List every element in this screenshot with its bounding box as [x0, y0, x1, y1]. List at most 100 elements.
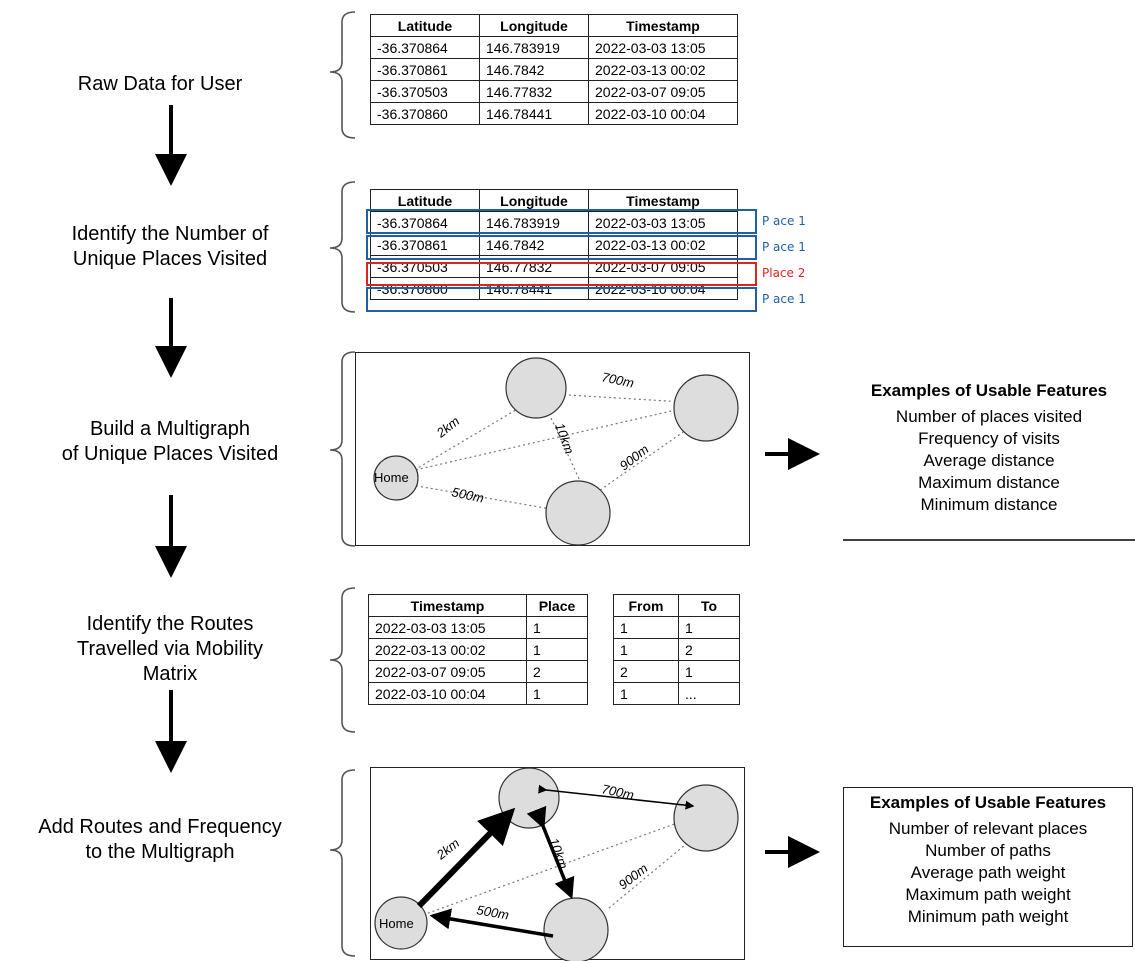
cell: 1 — [678, 660, 740, 683]
multigraph: Home 2km 700m 10km 900m 500m — [373, 357, 739, 546]
step-build-multigraph-line1: Build a Multigraph — [89, 418, 251, 440]
table-row: -36.370860 146.78441 2022-03-10 00:04 — [370, 102, 738, 125]
cell: -36.370861 — [370, 58, 480, 81]
home-node — [373, 455, 419, 501]
header-latitude: Latitude — [370, 14, 480, 37]
cell: 146.77832 — [479, 80, 589, 103]
cell: 2022-03-13 00:02 — [368, 638, 527, 661]
place-label: P ace 1 — [762, 292, 806, 306]
step-identify-places-line1: Identify the Number of — [71, 223, 269, 245]
table-row: 2022-03-10 00:04 1 — [368, 682, 588, 705]
step-add-routes-line1: Add Routes and Frequency — [38, 816, 282, 838]
feature-item: Number of paths — [925, 841, 1051, 860]
step-identify-places-line2: Unique Places Visited — [72, 248, 268, 270]
header-from: From — [613, 594, 679, 617]
feature-item: Minimum distance — [920, 495, 1058, 514]
timestamp-place-table: Timestamp Place 2022-03-03 13:05 1 2022-0… — [368, 594, 588, 705]
feature-item: Number of places visited — [895, 407, 1083, 426]
place-node — [545, 480, 611, 546]
place-node — [673, 374, 739, 442]
feature-item: Minimum path weight — [907, 907, 1069, 926]
place-node — [543, 897, 609, 961]
features-list-1: Examples of Usable Features Number of pl… — [843, 380, 1135, 516]
cell: 2022-03-13 00:02 — [588, 233, 738, 256]
cell: 2 — [526, 660, 588, 683]
edge-label-10km: 10km — [552, 421, 577, 456]
step-raw-data-label: Raw Data for User — [77, 73, 243, 95]
header-timestamp: Timestamp — [588, 189, 738, 212]
feature-arrows — [765, 438, 820, 868]
table-row: 2022-03-07 09:05 2 — [368, 660, 588, 683]
feature-item: Average distance — [923, 451, 1055, 470]
cell: -36.370503 — [370, 80, 480, 103]
table-row: -36.370864 146.783919 2022-03-03 13:05 — [370, 211, 738, 234]
cell: 1 — [526, 616, 588, 639]
cell: 2022-03-07 09:05 — [368, 660, 527, 683]
cell: 1 — [613, 682, 679, 705]
table-row: -36.370864 146.783919 2022-03-03 13:05 — [370, 36, 738, 59]
table-row: -36.370503 146.77832 2022-03-07 09:05 — [370, 80, 738, 103]
place-1-highlight — [366, 287, 757, 312]
places-table: Latitude Longitude Timestamp -36.370864 1… — [370, 189, 738, 300]
edge-label-700m: 700m — [600, 369, 635, 390]
step-identify-places: Identify the Number of Unique Places Vis… — [20, 222, 320, 272]
cell: 2022-03-03 13:05 — [588, 36, 738, 59]
place-label: P ace 1 — [762, 214, 806, 228]
features-list-2: Examples of Usable Features Number of re… — [844, 792, 1132, 928]
table-row: 1... — [613, 682, 740, 705]
step-raw-data: Raw Data for User — [30, 72, 290, 97]
cell: 2 — [613, 660, 679, 683]
table-header-row: Latitude Longitude Timestamp — [370, 14, 738, 37]
place-2-highlight — [366, 262, 757, 286]
cell: 1 — [678, 616, 740, 639]
table-row: 2022-03-13 00:02 1 — [368, 638, 588, 661]
braces — [329, 11, 356, 957]
cell: 146.78441 — [479, 102, 589, 125]
cell: 2022-03-07 09:05 — [588, 80, 738, 103]
features-title: Examples of Usable Features — [870, 381, 1108, 400]
cell: 1 — [526, 682, 588, 705]
route-multigraph: Home 2km 700m 10km 900m 500m — [374, 768, 739, 961]
table-header-row: From To — [613, 594, 740, 617]
edge-label-2km: 2km — [433, 413, 463, 441]
cell: -36.370860 — [370, 102, 480, 125]
cell: 146.783919 — [479, 36, 589, 59]
cell: ... — [678, 682, 740, 705]
edge-label-10km: 10km — [546, 836, 571, 871]
cell: 1 — [526, 638, 588, 661]
header-longitude: Longitude — [479, 14, 589, 37]
step-build-multigraph: Build a Multigraph of Unique Places Visi… — [0, 417, 340, 467]
step-add-routes: Add Routes and Frequency to the Multigra… — [0, 815, 320, 865]
cell: 2022-03-03 13:05 — [588, 211, 738, 234]
feature-item: Average path weight — [910, 863, 1066, 882]
feature-item: Number of relevant places — [888, 819, 1088, 838]
features-title: Examples of Usable Features — [869, 793, 1107, 812]
raw-data-table: Latitude Longitude Timestamp -36.370864 1… — [370, 14, 738, 125]
header-place: Place — [526, 594, 588, 617]
edge-label-2km: 2km — [433, 835, 463, 863]
cell: 146.7842 — [479, 233, 589, 256]
cell: 2022-03-03 13:05 — [368, 616, 527, 639]
edge-label-500m: 500m — [450, 484, 485, 505]
feature-item: Maximum path weight — [905, 885, 1071, 904]
home-node — [374, 896, 428, 950]
cell: 2022-03-13 00:02 — [588, 58, 738, 81]
cell: 2 — [678, 638, 740, 661]
table-header-row: Timestamp Place — [368, 594, 588, 617]
cell: 1 — [613, 616, 679, 639]
table-row: 2022-03-03 13:05 1 — [368, 616, 588, 639]
edge-label-500m: 500m — [475, 902, 510, 922]
place-node — [673, 784, 739, 852]
cell: 146.7842 — [479, 58, 589, 81]
cell: 2022-03-10 00:04 — [588, 102, 738, 125]
step-build-multigraph-line2: of Unique Places Visited — [61, 443, 279, 465]
header-to: To — [678, 594, 740, 617]
step-add-routes-line2: to the Multigraph — [85, 841, 235, 863]
step-identify-routes-line1: Identify the Routes — [86, 613, 254, 635]
step-identify-routes-line2: Travelled via Mobility — [77, 638, 263, 660]
